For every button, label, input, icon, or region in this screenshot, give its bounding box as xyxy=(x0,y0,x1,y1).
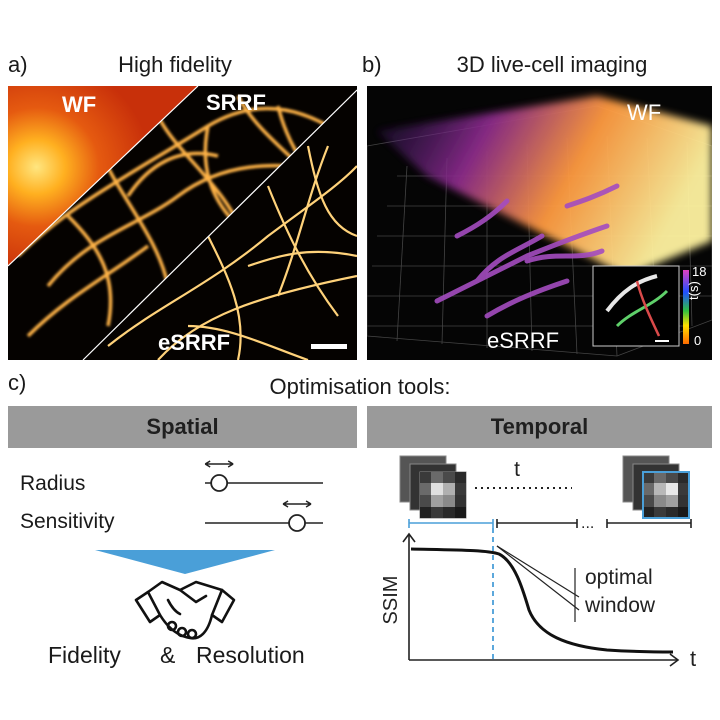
colorbar-label: t(s) xyxy=(686,281,701,300)
param-radius-label: Radius xyxy=(20,472,86,495)
colorbar-max: 18 xyxy=(692,264,707,279)
radius-arrow-icon xyxy=(204,460,234,468)
radius-slider xyxy=(204,460,323,492)
panel-b-letter: b) xyxy=(362,52,382,77)
temporal-diagram: t ... SSIM t optimal window xyxy=(380,455,696,671)
window-brackets xyxy=(408,519,692,528)
annotation-optimal: optimal xyxy=(585,566,653,589)
label-esrrf-b: eSRRF xyxy=(487,328,560,353)
outcome-fidelity: Fidelity xyxy=(48,642,121,668)
outcome-resolution: Resolution xyxy=(196,642,305,668)
colorbar-min: 0 xyxy=(694,333,702,348)
label-esrrf: eSRRF xyxy=(158,330,231,355)
label-srrf: SRRF xyxy=(206,90,266,115)
esrrf-network xyxy=(107,145,357,360)
y-axis-label: SSIM xyxy=(380,576,402,625)
x-axis-arrow-icon xyxy=(669,653,680,667)
panel-a-microscopy xyxy=(8,86,357,360)
annotation-line-2 xyxy=(496,545,580,611)
panel-b-image: WF eSRRF 18 0 t(s) xyxy=(367,86,712,360)
panel-a-title: High fidelity xyxy=(118,52,232,77)
wf-volume xyxy=(377,96,712,276)
panel-c-title: Optimisation tools: xyxy=(269,374,451,399)
divider-wf-srrf xyxy=(8,86,199,267)
sensitivity-slider xyxy=(205,500,323,532)
panel-c-letter: c) xyxy=(8,370,27,395)
window-bracket-2 xyxy=(496,519,578,528)
label-wf-b: WF xyxy=(627,100,662,125)
window-bracket-3 xyxy=(606,519,692,528)
panel-b-3d-render xyxy=(367,86,712,360)
spatial-header: Spatial xyxy=(8,406,357,448)
sensitivity-arrow-icon xyxy=(282,500,312,508)
annotation-window: window xyxy=(584,594,656,617)
annotation-line-1 xyxy=(496,545,580,598)
esrrf-filaments xyxy=(434,183,620,319)
y-axis-arrow-icon xyxy=(402,532,416,543)
scale-bar-a xyxy=(311,344,347,349)
param-sensitivity-label: Sensitivity xyxy=(20,510,115,533)
divider-srrf-esrrf xyxy=(82,89,357,360)
window-bracket-1 xyxy=(408,519,494,528)
handshake-icon xyxy=(134,580,236,640)
colorbar xyxy=(683,270,689,344)
panel-a-letter: a) xyxy=(8,52,28,77)
temporal-header: Temporal xyxy=(367,406,712,448)
radius-slider-knob xyxy=(210,474,229,492)
frame-t-label: t xyxy=(514,458,520,481)
panel-b-title: 3D live-cell imaging xyxy=(456,52,648,77)
window-ellipsis: ... xyxy=(581,515,594,532)
frame-stack-right xyxy=(622,455,690,519)
x-axis-label: t xyxy=(690,646,696,671)
panel-a-image: WF SRRF eSRRF xyxy=(8,86,357,360)
sensitivity-slider-knob xyxy=(288,514,306,532)
ssim-curve xyxy=(410,547,674,654)
spatial-diagram xyxy=(95,460,323,640)
label-wf: WF xyxy=(62,92,97,117)
funnel-triangle xyxy=(95,550,275,574)
frame-stack-left xyxy=(399,455,467,519)
outcome-ampersand: & xyxy=(160,642,176,668)
inset-image xyxy=(592,265,680,347)
